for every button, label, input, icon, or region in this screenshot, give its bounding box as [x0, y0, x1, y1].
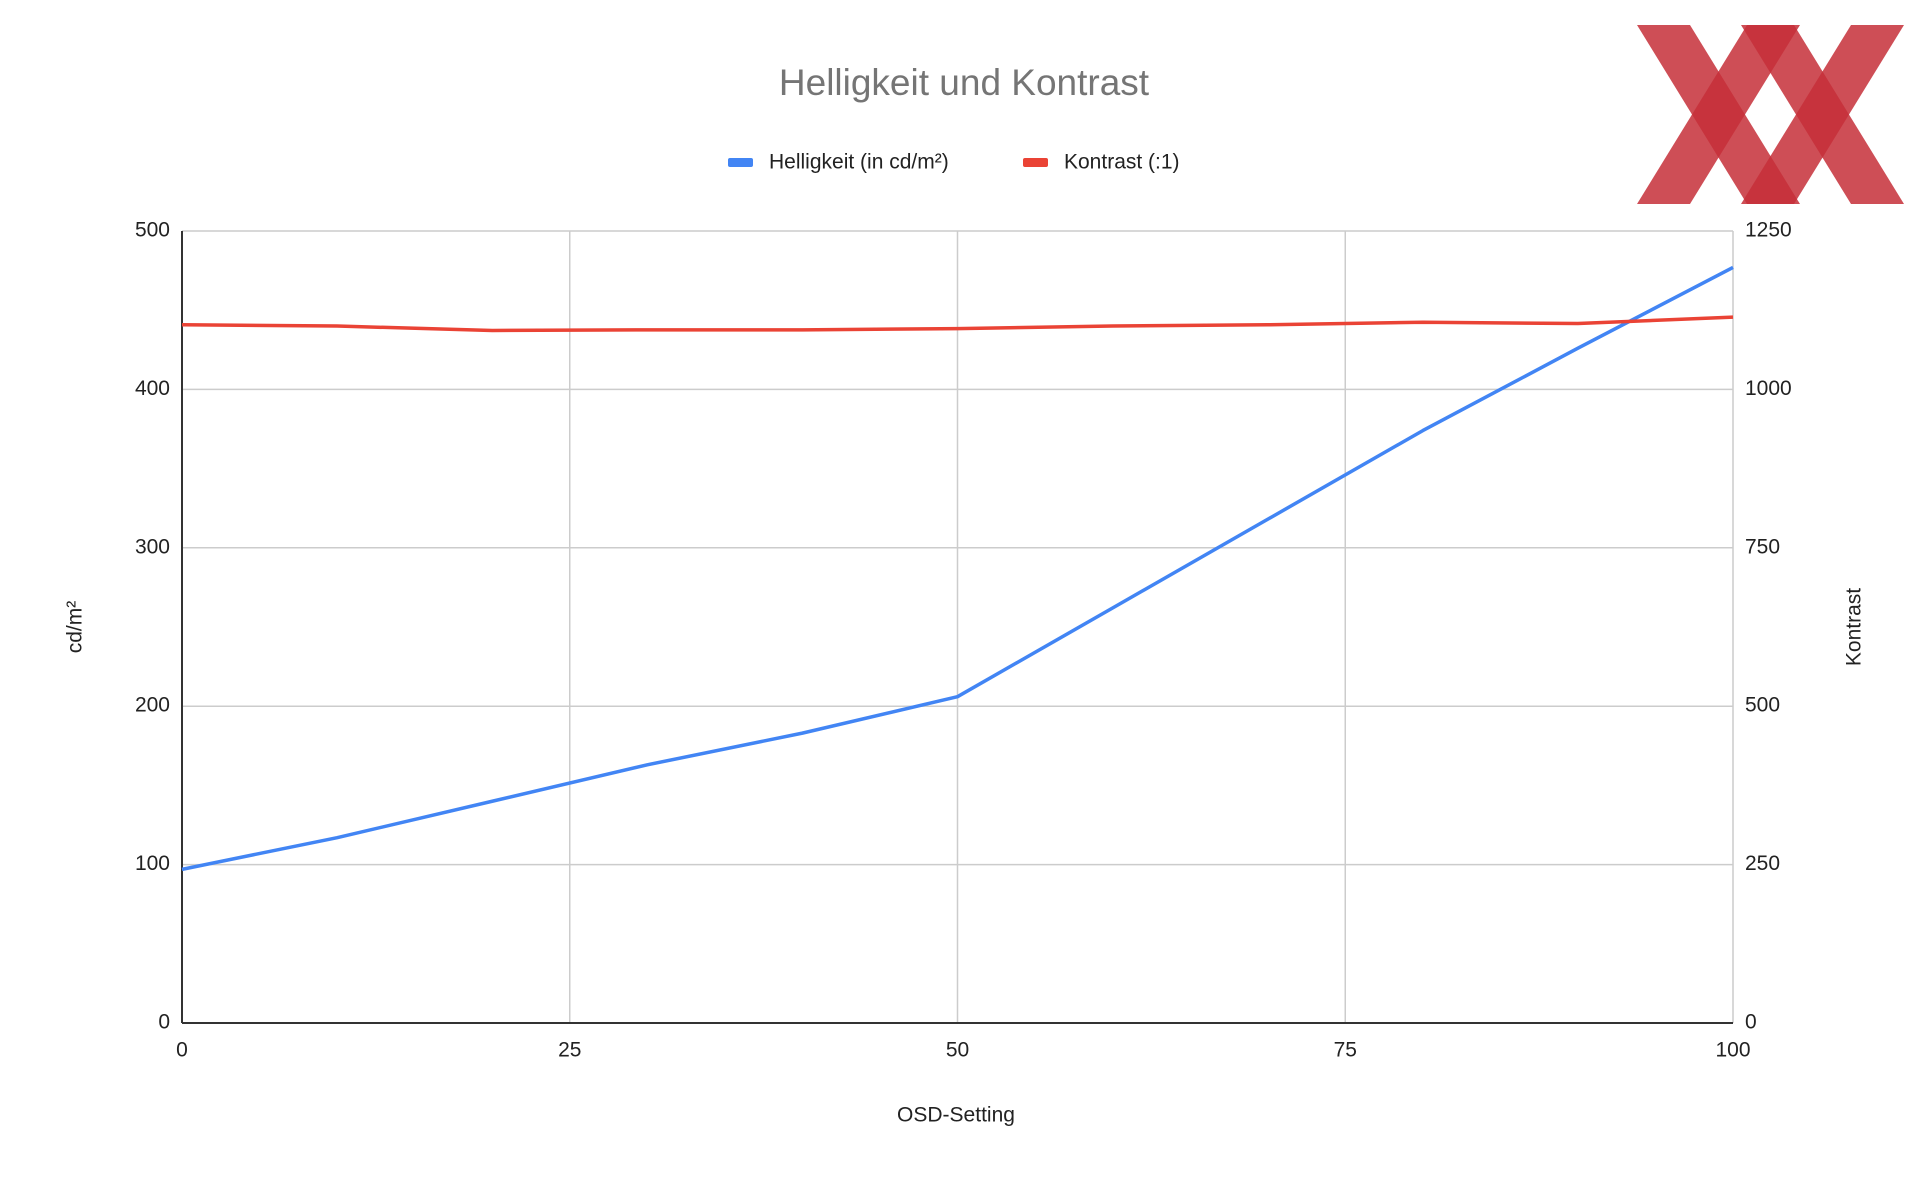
x-axis-label: OSD-Setting	[897, 1104, 1015, 1127]
series-line	[181, 315, 1734, 333]
legend-swatch	[1023, 158, 1048, 167]
x-tick-label: 100	[1715, 1039, 1750, 1062]
y-tick-label: 100	[135, 852, 170, 875]
y2-tick-label: 500	[1745, 694, 1780, 717]
y-tick-label: 200	[135, 694, 170, 717]
y2-axis-label: Kontrast	[1843, 588, 1866, 666]
x-tick-label: 50	[946, 1039, 969, 1062]
y-tick-label: 400	[135, 377, 170, 400]
y2-tick-label: 0	[1745, 1011, 1757, 1034]
y2-tick-label: 1000	[1745, 377, 1792, 400]
y-tick-label: 300	[135, 535, 170, 558]
y2-tick-label: 250	[1745, 852, 1780, 875]
legend-label: Helligkeit (in cd/m²)	[769, 151, 949, 174]
y2-tick-label: 1250	[1745, 219, 1792, 242]
chart-title: Helligkeit und Kontrast	[779, 62, 1150, 103]
logo	[1637, 25, 1904, 204]
x-tick-label: 75	[1334, 1039, 1357, 1062]
y2-tick-label: 750	[1745, 535, 1780, 558]
series-line	[181, 265, 1734, 872]
legend-swatch	[728, 158, 753, 167]
y-tick-label: 0	[158, 1011, 170, 1034]
x-tick-label: 0	[176, 1039, 188, 1062]
legend-label: Kontrast (:1)	[1064, 151, 1180, 174]
y-tick-label: 500	[135, 219, 170, 242]
y-axis-label: cd/m²	[64, 601, 87, 654]
x-tick-label: 25	[558, 1039, 581, 1062]
